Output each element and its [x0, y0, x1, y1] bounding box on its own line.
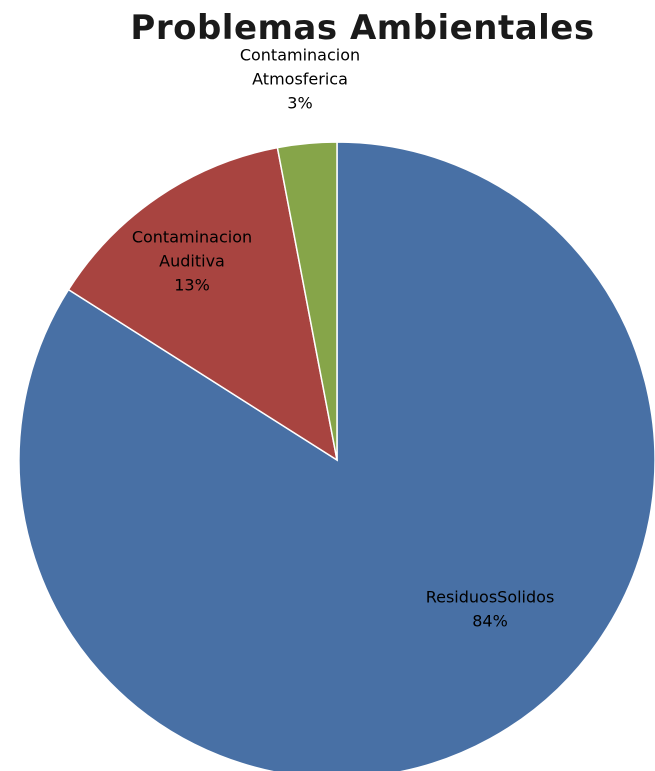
slice-percent-0: 84%: [472, 612, 508, 631]
chart-title: Problemas Ambientales: [130, 8, 595, 48]
slice-label-0-line-0: ResiduosSolidos: [426, 588, 555, 607]
slice-percent-1: 13%: [174, 276, 210, 295]
slice-percent-2: 3%: [287, 94, 312, 113]
pie-slice-contaminacion-auditiva: [67, 146, 339, 462]
pie-slice-residuossolidos: [18, 141, 655, 771]
slice-label-2-line-0: Contaminacion: [240, 46, 360, 65]
pie-labels: ResiduosSolidos 84% Contaminacion Auditiva 1…: [132, 46, 554, 631]
slice-label-2-line-1: Atmosferica: [252, 70, 348, 89]
slice-label-1-line-1: Auditiva: [159, 252, 225, 271]
pie-slice-contaminacion-atmosferica: [276, 141, 338, 461]
slice-label-1-line-0: Contaminacion: [132, 228, 252, 247]
pie-slices: [18, 141, 655, 771]
